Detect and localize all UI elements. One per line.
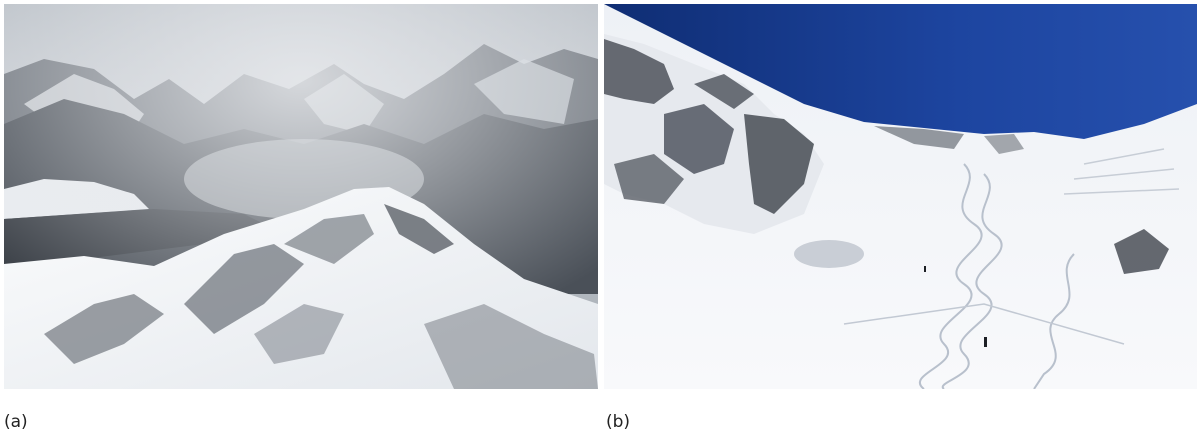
photo-panel-b bbox=[604, 4, 1197, 389]
photo-panel-a bbox=[4, 4, 598, 389]
mountain-ridge-photo bbox=[4, 4, 598, 389]
ski-bowl-photo bbox=[604, 4, 1197, 389]
panel-b-label: (b) bbox=[606, 412, 631, 432]
panel-a-label: (a) bbox=[4, 412, 28, 432]
